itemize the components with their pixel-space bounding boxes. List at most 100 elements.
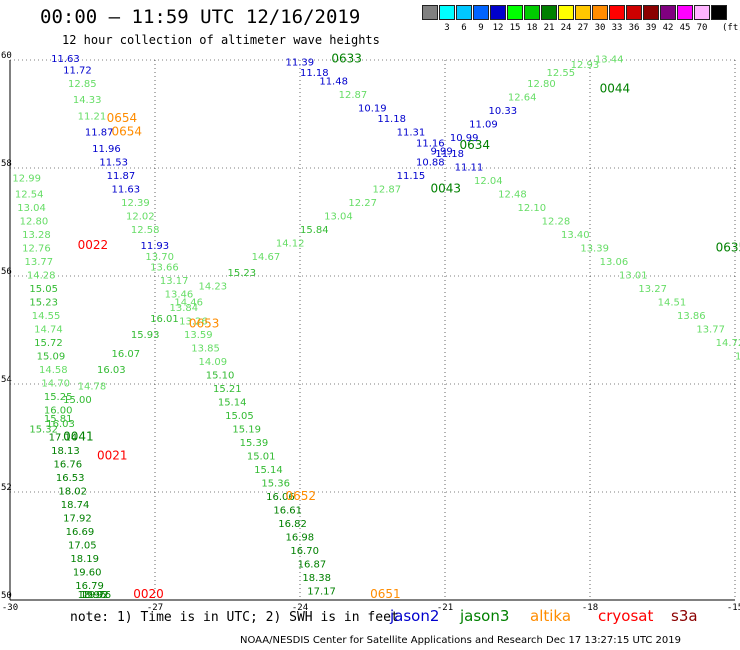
satellite-altika: altika (530, 607, 572, 625)
time-stamp-label: 0020 (133, 587, 164, 601)
wave-height-value: 15.05 (29, 284, 58, 295)
legend-label: 18 (526, 23, 538, 33)
wave-height-value: 12.02 (126, 211, 155, 222)
wave-height-value: 16.01 (150, 314, 179, 325)
legend-label: 36 (628, 23, 640, 33)
wave-height-value: 11.72 (63, 66, 92, 77)
wave-height-value: 14.28 (27, 271, 56, 282)
wave-height-value: 12.58 (131, 225, 160, 236)
wave-height-value: 18.74 (61, 500, 90, 511)
wave-height-value: 12.28 (542, 217, 571, 228)
wave-height-value: 16.70 (290, 546, 319, 557)
wave-height-value: 14.58 (39, 365, 68, 376)
wave-height-value: 12.64 (508, 93, 537, 104)
wave-height-value: 13.66 (150, 263, 179, 274)
wave-height-value: 16.53 (56, 473, 85, 484)
wave-height-value: 11.87 (85, 128, 114, 139)
wave-height-value: 14.55 (32, 311, 61, 322)
legend-swatch (711, 5, 727, 20)
footer-credit: NOAA/NESDIS Center for Satellite Applica… (240, 635, 682, 646)
legend-label: 9 (478, 23, 484, 33)
map-subtitle: 12 hour collection of altimeter wave hei… (62, 33, 380, 47)
legend-swatch (592, 5, 608, 20)
wave-height-value: 14.09 (199, 357, 228, 368)
wave-height-value: 13.98 (735, 352, 740, 363)
wave-height-value: 12.27 (348, 198, 377, 209)
wave-height-value: 13.46 (165, 290, 194, 301)
x-tick-label: -21 (437, 603, 453, 610)
legend-label: 21 (543, 23, 555, 33)
wave-height-value: 11.21 (78, 111, 107, 122)
time-stamp-label: 0021 (97, 449, 128, 463)
wave-height-value: 13.06 (600, 257, 629, 268)
wave-height-value: 16.69 (66, 527, 95, 538)
wave-height-value: 16.82 (278, 519, 307, 530)
wave-height-value: 15.21 (213, 384, 242, 395)
time-stamp-label: 0652 (286, 489, 317, 503)
wave-height-value: 14.74 (34, 325, 63, 336)
wave-height-value: 13.01 (619, 271, 648, 282)
time-stamp-label: 0635 (716, 241, 740, 255)
wave-height-value: 14.67 (252, 252, 281, 263)
legend-unit: (ft) (722, 23, 740, 33)
track-jason3: 11.6311.7212.8514.3311.2111.8711.9611.53… (51, 54, 336, 598)
wave-height-value: 11.63 (112, 184, 141, 195)
wave-height-value: 19.92 (80, 590, 109, 601)
wave-height-value: 16.07 (112, 349, 141, 360)
wave-height-value: 13.27 (638, 284, 667, 295)
time-stamp-label: 0654 (107, 111, 138, 125)
legend-swatch (490, 5, 506, 20)
wave-height-value: 11.31 (397, 128, 426, 139)
legend-label: 6 (461, 23, 467, 33)
legend-swatch (575, 5, 591, 20)
legend-swatch (507, 5, 523, 20)
time-stamp-label: 0633 (331, 52, 362, 66)
wave-height-value: 11.53 (99, 157, 128, 168)
wave-height-value: 13.59 (184, 330, 213, 341)
wave-height-value: 15.93 (131, 330, 160, 341)
wave-height-value: 10.19 (358, 103, 387, 114)
legend-swatch (541, 5, 557, 20)
legend-swatch (694, 5, 710, 20)
wave-height-value: 15.32 (29, 425, 58, 436)
time-stamp-label: 0044 (600, 81, 631, 95)
wave-height-value: 15.01 (247, 452, 276, 463)
wave-height-value: 16.61 (273, 506, 302, 517)
wave-height-value: 13.04 (324, 211, 353, 222)
wave-height-value: 16.06 (266, 492, 295, 503)
x-tick-label: -27 (147, 603, 163, 610)
altimeter-map: -30-27-24-21-18-15505254565860 11.6311.7… (1, 51, 740, 610)
wave-height-value: 12.93 (571, 60, 600, 71)
wave-height-value: 16.03 (46, 419, 75, 430)
wave-height-value: 13.26 (179, 317, 208, 328)
wave-height-value: 17.14 (49, 433, 78, 444)
wave-height-value: 12.87 (373, 184, 402, 195)
wave-height-value: 16.87 (298, 560, 327, 571)
track-values: 11.6311.7212.8514.3311.2111.8711.9611.53… (12, 54, 740, 601)
wave-height-value: 11.18 (435, 149, 464, 160)
legend-label: 42 (662, 23, 674, 33)
wave-height-value: 14.46 (174, 298, 203, 309)
y-tick-label: 50 (1, 591, 12, 601)
wave-height-value: 13.04 (17, 203, 46, 214)
wave-height-value: 15.14 (218, 398, 247, 409)
wave-height-value: 18.02 (58, 487, 87, 498)
satellite-s3a: s3a (671, 607, 698, 625)
legend-label: 39 (645, 23, 657, 33)
legend-label: 27 (577, 23, 589, 33)
wave-height-value: 15.23 (29, 298, 58, 309)
wave-height-value: 19.60 (73, 568, 102, 579)
time-stamp-label: 0654 (112, 125, 143, 139)
y-tick-label: 56 (1, 267, 12, 277)
wave-height-value: 15.36 (261, 479, 290, 490)
wave-height-value: 11.18 (300, 68, 329, 79)
wave-height-value: 18.13 (51, 446, 80, 457)
wave-height-value: 14.12 (276, 238, 305, 249)
x-tick-label: -18 (582, 603, 598, 610)
wave-height-value: 11.63 (51, 54, 80, 65)
legend-label: 15 (509, 23, 521, 33)
wave-height-value: 12.48 (498, 190, 527, 201)
wave-height-value: 14.23 (199, 282, 228, 293)
legend-label: 30 (594, 23, 606, 33)
